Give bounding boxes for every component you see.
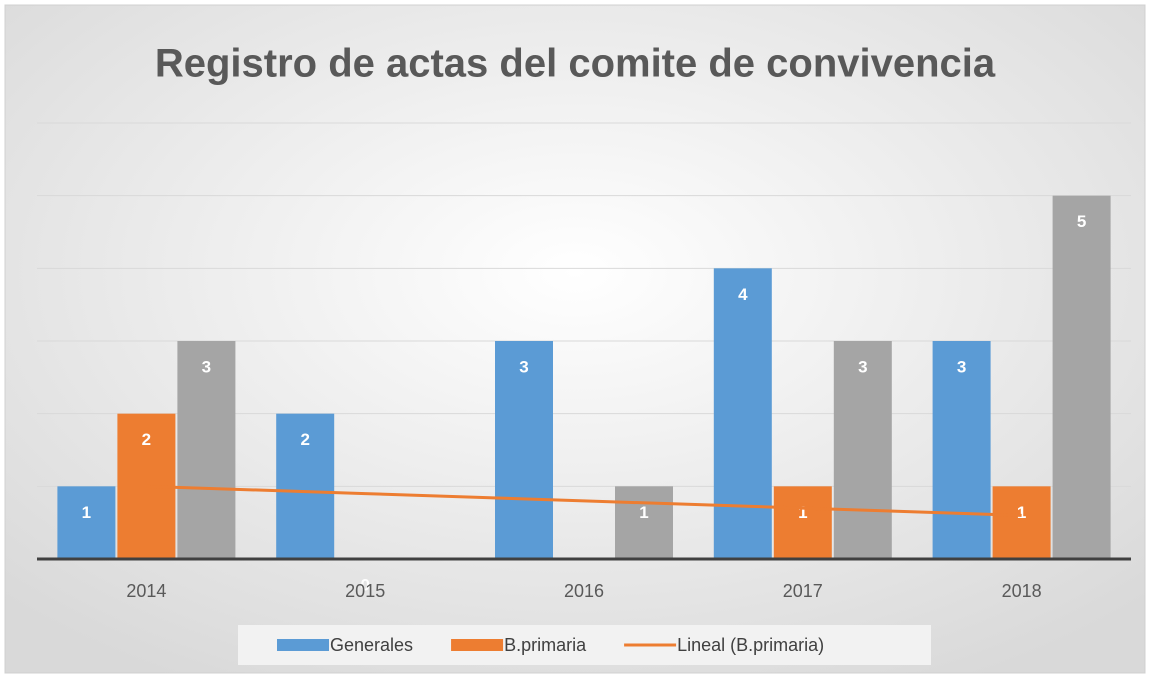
data-label: 3 [202, 357, 211, 376]
data-label: 2 [142, 430, 151, 449]
data-label: 3 [957, 357, 966, 376]
bar [177, 341, 236, 559]
legend-label: B.primaria [504, 635, 587, 655]
data-label: 3 [519, 357, 528, 376]
x-tick-label: 2018 [1002, 581, 1042, 601]
bar [932, 341, 991, 559]
bar [495, 341, 553, 559]
data-label: 1 [639, 503, 648, 522]
legend-label: Generales [330, 635, 413, 655]
legend-swatch [451, 639, 504, 651]
chart-title: Registro de actas del comite de conviven… [155, 42, 996, 86]
data-label: 1 [798, 503, 807, 522]
data-label: 4 [738, 285, 748, 304]
legend-swatch [277, 639, 329, 651]
x-tick-label: 2016 [564, 581, 604, 601]
trend-line [146, 484, 1022, 517]
bar [57, 486, 116, 559]
legend-box [238, 625, 931, 665]
data-label: 1 [1017, 503, 1026, 522]
bar [773, 486, 832, 559]
bar [276, 413, 335, 559]
data-label: 5 [1077, 212, 1086, 231]
bar [1052, 195, 1111, 559]
bar [615, 486, 673, 559]
data-label: 3 [858, 357, 867, 376]
chart-background [4, 4, 1146, 674]
bar [713, 268, 772, 559]
bar [992, 486, 1051, 559]
legend-label: Lineal (B.primaria) [677, 635, 824, 655]
x-tick-label: 2014 [126, 581, 166, 601]
bar [833, 341, 892, 559]
x-tick-label: 2017 [783, 581, 823, 601]
data-label: 0 [360, 575, 369, 594]
data-label: 2 [300, 430, 309, 449]
data-label: 1 [82, 503, 91, 522]
x-tick-label: 2015 [345, 581, 385, 601]
